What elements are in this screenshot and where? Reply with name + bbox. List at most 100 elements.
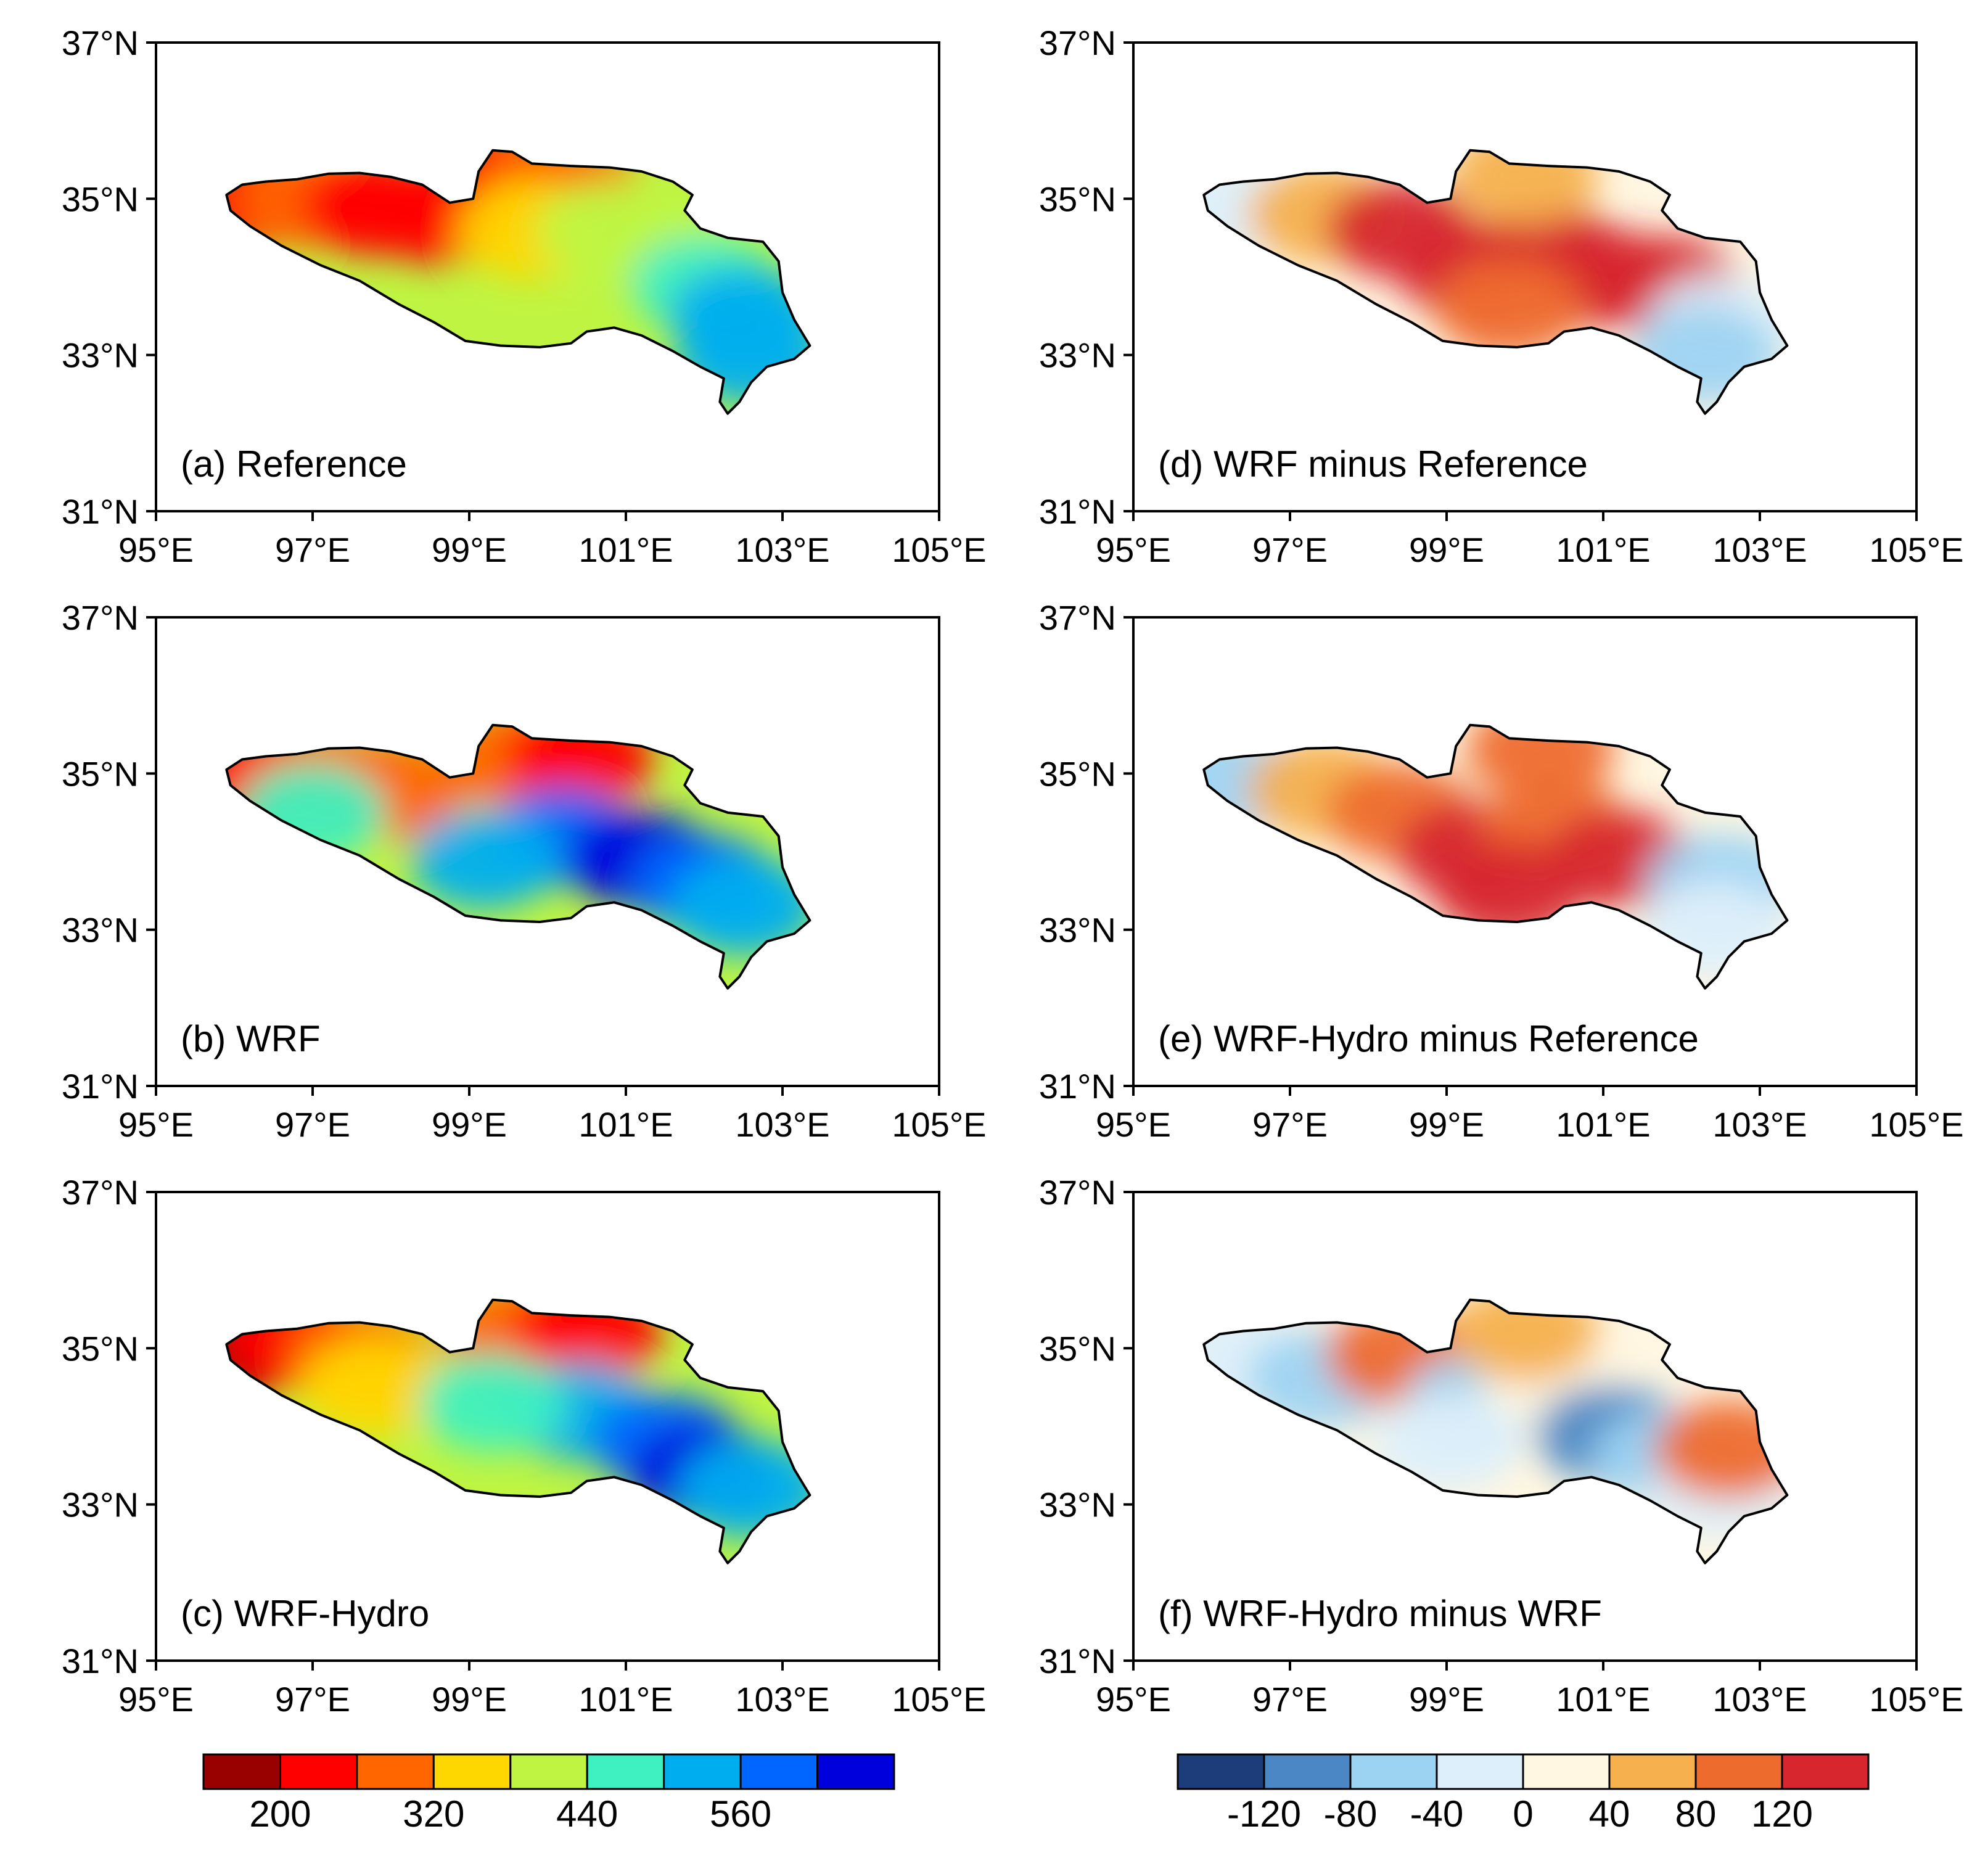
lon-tick-label: 105°E xyxy=(892,530,986,569)
field-patch xyxy=(419,1354,567,1452)
lat-tick-label: 37°N xyxy=(62,23,139,62)
field-patch xyxy=(1435,841,1583,940)
basin-outline xyxy=(1202,723,1789,990)
lon-tick-label: 97°E xyxy=(275,530,350,569)
lat-tick-label: 31°N xyxy=(1039,1642,1116,1680)
colorbar-swatch xyxy=(356,1753,435,1790)
colorbar-swatch xyxy=(1694,1753,1783,1790)
panel-title: (b) WRF xyxy=(181,1018,321,1059)
lon-tick-label: 95°E xyxy=(1096,1680,1171,1719)
colorbar-swatch xyxy=(586,1753,665,1790)
lon-tick-label: 101°E xyxy=(1556,530,1650,569)
field-patch xyxy=(301,1338,450,1437)
lon-tick-label: 95°E xyxy=(118,1680,194,1719)
colorbar-label: 440 xyxy=(556,1793,618,1835)
lon-tick-label: 95°E xyxy=(1096,1105,1171,1144)
field-patch xyxy=(411,810,559,909)
panel-title: (e) WRF-Hydro minus Reference xyxy=(1158,1018,1699,1059)
colorbar-label: 120 xyxy=(1751,1793,1813,1835)
colorbar-label: 40 xyxy=(1589,1793,1630,1835)
lat-tick-label: 35°N xyxy=(1039,1329,1116,1368)
panel-title: (d) WRF minus Reference xyxy=(1158,443,1588,485)
colorbar-swatch xyxy=(1263,1753,1352,1790)
basin-field xyxy=(1204,1299,1788,1563)
colorbar-swatch xyxy=(1177,1753,1265,1790)
lon-tick-label: 103°E xyxy=(735,530,829,569)
lon-tick-label: 105°E xyxy=(1869,1105,1963,1144)
colorbar-label: 560 xyxy=(710,1793,771,1835)
lat-tick-label: 37°N xyxy=(1039,1173,1116,1212)
lat-tick-label: 33°N xyxy=(62,336,139,375)
lat-tick-label: 31°N xyxy=(62,492,139,531)
lon-tick-label: 103°E xyxy=(1712,1680,1807,1719)
colorbar-swatch xyxy=(432,1753,512,1790)
lat-tick-label: 37°N xyxy=(1039,598,1116,637)
lon-tick-label: 105°E xyxy=(1869,1680,1963,1719)
lon-tick-label: 101°E xyxy=(1556,1680,1650,1719)
lat-tick-label: 33°N xyxy=(62,911,139,950)
colorbar-label: 80 xyxy=(1675,1793,1717,1835)
colorbar-swatch xyxy=(202,1753,281,1790)
lat-tick-label: 31°N xyxy=(1039,1067,1116,1106)
lon-tick-label: 105°E xyxy=(892,1680,986,1719)
lon-tick-label: 101°E xyxy=(1556,1105,1650,1144)
lon-tick-label: 95°E xyxy=(118,1105,194,1144)
colorbar-label: -80 xyxy=(1324,1793,1378,1835)
field-patch xyxy=(1435,258,1583,358)
colorbar-swatch xyxy=(1522,1753,1611,1790)
panel-d: 37°N 35°N 33°N 31°N95°E 97°E 99°E 101°E 103°E 10… xyxy=(1039,23,1964,569)
colorbar-swatch xyxy=(279,1753,358,1790)
lat-tick-label: 33°N xyxy=(62,1486,139,1524)
lon-tick-label: 97°E xyxy=(1252,530,1328,569)
colorbar-label: 0 xyxy=(1513,1793,1533,1835)
colorbar-swatch xyxy=(509,1753,588,1790)
panel-a: 37°N 35°N 33°N 31°N95°E 97°E 99°E 101°E 103°E 10… xyxy=(62,23,987,569)
lon-tick-label: 101°E xyxy=(578,1105,673,1144)
lon-tick-label: 99°E xyxy=(1409,1105,1484,1144)
panel-title: (f) WRF-Hydro minus WRF xyxy=(1158,1593,1602,1634)
colorbar-swatch xyxy=(816,1753,895,1790)
lon-tick-label: 97°E xyxy=(275,1105,350,1144)
colorbar-label: -40 xyxy=(1410,1793,1464,1835)
lat-tick-label: 33°N xyxy=(1039,911,1116,950)
lat-tick-label: 31°N xyxy=(62,1642,139,1680)
lon-tick-label: 97°E xyxy=(1252,1105,1328,1144)
basin-field xyxy=(1204,150,1788,414)
lon-tick-label: 105°E xyxy=(892,1105,986,1144)
lon-tick-label: 103°E xyxy=(735,1680,829,1719)
lon-tick-label: 99°E xyxy=(1409,1680,1484,1719)
lon-tick-label: 97°E xyxy=(1252,1680,1328,1719)
lon-tick-label: 103°E xyxy=(735,1105,829,1144)
panel-title: (c) WRF-Hydro xyxy=(181,1593,429,1634)
lat-tick-label: 35°N xyxy=(1039,179,1116,218)
lat-tick-label: 33°N xyxy=(1039,336,1116,375)
basin-field xyxy=(1204,725,1788,989)
lat-tick-label: 35°N xyxy=(1039,754,1116,793)
basin-outline xyxy=(225,149,811,415)
colorbar-swatch xyxy=(1436,1753,1524,1790)
basin-outline xyxy=(225,1298,811,1564)
lat-tick-label: 31°N xyxy=(62,1067,139,1106)
lon-tick-label: 97°E xyxy=(275,1680,350,1719)
lat-tick-label: 35°N xyxy=(62,1329,139,1368)
panel-c: 37°N 35°N 33°N 31°N95°E 97°E 99°E 101°E 103°E 10… xyxy=(62,1173,987,1719)
lat-tick-label: 37°N xyxy=(1039,23,1116,62)
colorbar-label: 320 xyxy=(403,1793,464,1835)
colorbar-label: -120 xyxy=(1227,1793,1301,1835)
lon-tick-label: 99°E xyxy=(1409,530,1484,569)
lon-tick-label: 99°E xyxy=(432,1105,507,1144)
lat-tick-label: 33°N xyxy=(1039,1486,1116,1524)
lon-tick-label: 101°E xyxy=(578,1680,673,1719)
lon-tick-label: 101°E xyxy=(578,530,673,569)
lon-tick-label: 99°E xyxy=(432,530,507,569)
colorbar-absolute: 200 320 440 560 xyxy=(202,1753,895,1835)
lat-tick-label: 37°N xyxy=(62,1173,139,1212)
colorbar-label: 200 xyxy=(249,1793,311,1835)
lat-tick-label: 31°N xyxy=(1039,492,1116,531)
basin-outline xyxy=(1202,149,1789,415)
colorbar-swatch xyxy=(1781,1753,1870,1790)
lat-tick-label: 35°N xyxy=(62,754,139,793)
panel-b: 37°N 35°N 33°N 31°N95°E 97°E 99°E 101°E 103°E 10… xyxy=(62,598,987,1144)
lon-tick-label: 95°E xyxy=(118,530,194,569)
